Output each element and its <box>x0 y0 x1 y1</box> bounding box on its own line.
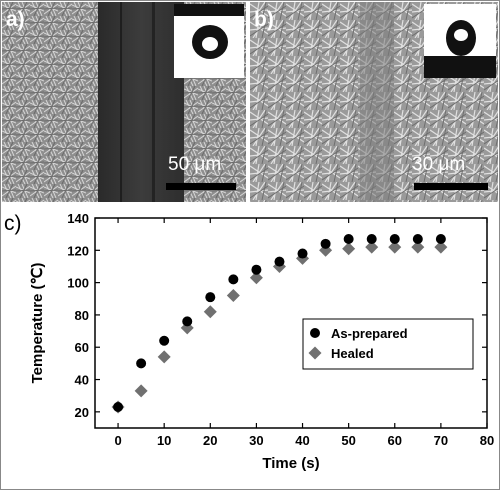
data-point-as-prepared <box>113 402 124 412</box>
x-tick-label: 20 <box>203 433 217 448</box>
legend-marker-healed <box>308 346 322 360</box>
panel-label-a: a) <box>6 8 25 31</box>
data-point-healed <box>157 350 171 364</box>
data-point-healed <box>365 240 379 254</box>
y-tick-label: 40 <box>75 373 89 388</box>
x-tick-label: 80 <box>480 433 494 448</box>
y-tick-label: 140 <box>67 211 89 226</box>
x-axis-title: Time (s) <box>262 455 319 472</box>
data-point-as-prepared <box>159 335 170 346</box>
temperature-chart: 0 10 20 30 40 50 60 70 80 20 40 60 80 100 120 140 Time (… <box>29 211 494 472</box>
data-point-as-prepared <box>205 292 216 303</box>
sem-image-a: a) 50 μm <box>2 2 246 202</box>
y-tick-label: 60 <box>75 340 89 355</box>
scale-bar-b <box>414 183 488 190</box>
x-tick-label: 30 <box>249 433 263 448</box>
x-tick-label: 40 <box>295 433 309 448</box>
data-point-healed <box>203 305 217 319</box>
panel-label-c: c) <box>4 212 22 235</box>
scale-bar-a <box>166 183 236 190</box>
data-point-as-prepared <box>297 248 308 259</box>
y-tick-label: 80 <box>75 308 89 323</box>
data-point-as-prepared <box>343 234 354 244</box>
x-tick-label: 50 <box>341 433 355 448</box>
x-tick-label: 10 <box>157 433 171 448</box>
sem-texture-a <box>2 2 246 202</box>
data-point-healed <box>388 240 402 254</box>
data-point-healed <box>434 240 448 254</box>
data-point-as-prepared <box>182 316 193 327</box>
y-tick-label: 100 <box>67 276 89 291</box>
data-point-healed <box>134 384 148 398</box>
data-point-healed <box>411 240 425 254</box>
data-point-as-prepared <box>251 264 262 275</box>
data-point-healed <box>342 242 356 256</box>
y-tick-label: 20 <box>75 405 89 420</box>
scale-bar-label-b: 30 μm <box>412 154 466 175</box>
sem-texture-b <box>250 2 498 202</box>
y-axis-title: Temperature (℃) <box>29 263 46 384</box>
data-point-as-prepared <box>389 234 400 244</box>
x-tick-label: 60 <box>388 433 402 448</box>
data-point-as-prepared <box>320 238 331 249</box>
y-tick-label: 120 <box>67 243 89 258</box>
data-point-as-prepared <box>366 234 377 244</box>
legend-box <box>302 318 474 370</box>
sem-image-b: b) 30 μm <box>250 2 498 202</box>
data-point-as-prepared <box>274 256 285 267</box>
data-point-healed <box>226 289 240 303</box>
x-tick-label: 0 <box>114 433 121 448</box>
plot-frame <box>94 217 488 429</box>
scale-bar-label-a: 50 μm <box>168 154 222 175</box>
data-point-as-prepared <box>228 274 239 285</box>
data-point-healed <box>249 271 263 285</box>
data-point-as-prepared <box>435 234 446 244</box>
legend-marker-as-prepared <box>310 328 320 338</box>
panel-label-b: b) <box>254 8 274 31</box>
legend-label-as-prepared: As-prepared <box>331 326 408 341</box>
data-point-as-prepared <box>412 234 423 244</box>
data-point-healed <box>319 243 333 257</box>
legend-label-healed: Healed <box>331 346 374 361</box>
data-point-as-prepared <box>136 358 147 369</box>
x-tick-label: 70 <box>434 433 448 448</box>
